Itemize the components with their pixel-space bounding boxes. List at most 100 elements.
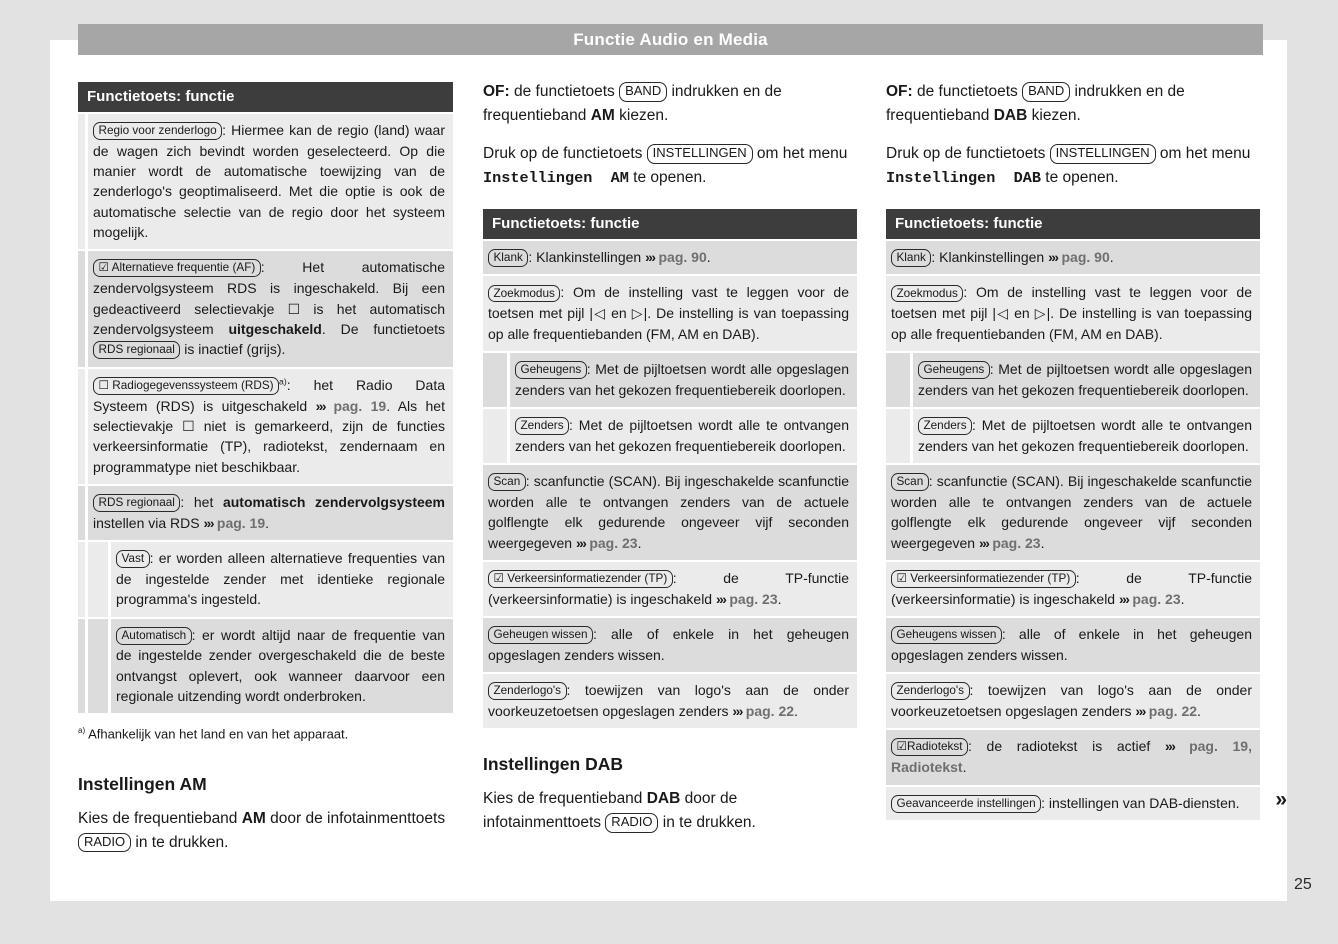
function-key-badge: Zenders — [515, 417, 570, 435]
footnote: a) Afhankelijk van het land en van het a… — [78, 725, 453, 744]
function-key-badge: Geheugens — [515, 360, 587, 379]
table-cell: Zenders: Met de pijltoetsen wordt alle t… — [510, 409, 857, 464]
table-row: Geheugen wissen: alle of enkele in het g… — [483, 618, 857, 673]
function-key-badge: RDS regionaal — [93, 494, 181, 512]
table-cell: ☐ Radiogegevenssysteem (RDS) a): het Radi… — [88, 368, 453, 484]
table-row: Scan: scanfunctie (SCAN). Bij ingeschake… — [483, 465, 857, 560]
section-heading-dab: Instellingen DAB — [483, 754, 624, 775]
table-row: ☑ Verkeersinformatiezender (TP): de TP-f… — [483, 561, 857, 617]
table-row: Geheugens wissen: alle of enkele in het … — [886, 618, 1260, 673]
table-row: Zoekmodus: Om de instelling vast te legg… — [483, 276, 857, 351]
table-cell: Zenders: Met de pijltoetsen wordt alle t… — [913, 409, 1260, 464]
function-key-badge: ☑ Alternatieve frequentie (AF) — [93, 259, 261, 278]
page-ref-arrows-icon: ››› — [203, 514, 215, 531]
table-cell: Automatisch: er wordt altijd naar de fre… — [111, 618, 453, 714]
function-key-table-dab: Klank: Klankinstellingen ››› pag. 90. Zoe… — [886, 240, 1260, 821]
page-reference: pag. 23 — [725, 590, 778, 607]
table-cell: Klank: Klankinstellingen ››› pag. 90. — [483, 240, 857, 275]
page-ref-arrows-icon: ››› — [1048, 248, 1059, 265]
function-key-badge: Geheugens — [918, 360, 990, 379]
page-ref-arrows-icon: ››› — [732, 703, 743, 720]
table-cell: ☑ Verkeersinformatiezender (TP): de TP-f… — [886, 561, 1260, 617]
page-reference: pag. 90 — [1057, 248, 1110, 265]
table-row: Geavanceerde instellingen: instellingen … — [886, 786, 1260, 821]
table-row: Zenderlogo's: toewijzen van logo's aan d… — [483, 674, 857, 729]
function-key-badge: Zenderlogo's — [891, 682, 970, 701]
table-cell: Geheugens wissen: alle of enkele in het … — [886, 618, 1260, 673]
table-cell: ☑ Alternatieve frequentie (AF): Het auto… — [88, 251, 453, 367]
page-reference: pag. 22 — [1144, 703, 1198, 720]
table-cell: Vast: er worden alleen alternatieve freq… — [111, 542, 453, 617]
indent-gutter — [88, 542, 108, 617]
table-cell: Zoekmodus: Om de instelling vast te legg… — [886, 276, 1260, 351]
table-cell: Zenderlogo's: toewijzen van logo's aan d… — [886, 674, 1260, 729]
function-key-badge: Scan — [488, 473, 526, 492]
table-row: Klank: Klankinstellingen ››› pag. 90. — [886, 240, 1260, 275]
indent-gutter — [78, 618, 85, 714]
column-middle: OF: de functietoets BAND indrukken en de… — [483, 80, 857, 835]
footnote-marker: a) — [78, 726, 86, 736]
page-reference: pag. 23 — [988, 534, 1041, 551]
page-reference: pag. 19, Radiotekst — [891, 738, 1252, 776]
table-cell: RDS regionaal: het automatisch zendervol… — [88, 486, 453, 541]
indent-gutter — [483, 352, 507, 408]
page-ref-arrows-icon: ››› — [645, 248, 656, 265]
table-header: Functietoets: functie — [886, 208, 1260, 239]
table-row: Zoekmodus: Om de instelling vast te legg… — [886, 276, 1260, 351]
table-row: ☑ Alternatieve frequentie (AF): Het auto… — [78, 251, 453, 367]
function-key-badge: Vast — [116, 550, 150, 569]
table-row: ☐ Radiogegevenssysteem (RDS) a): het Radi… — [78, 368, 453, 484]
function-key-table-left: Regio voor zenderlogo: Hiermee kan de re… — [78, 114, 453, 714]
page-ref-arrows-icon: ››› — [1118, 590, 1130, 607]
function-key-table-am: Klank: Klankinstellingen ››› pag. 90. Zoe… — [483, 240, 857, 729]
function-key-badge: Regio voor zenderlogo — [93, 122, 223, 140]
table-cell: Zenderlogo's: toewijzen van logo's aan d… — [483, 674, 857, 729]
page-ref-arrows-icon: ››› — [978, 534, 990, 551]
table-cell: Scan: scanfunctie (SCAN). Bij ingeschake… — [886, 465, 1260, 560]
function-key-badge: ☑Radiotekst — [891, 738, 968, 757]
page-number: 25 — [1294, 876, 1312, 893]
function-key-badge: Geheugens wissen — [891, 626, 1002, 645]
table-row: Automatisch: er wordt altijd naar de fre… — [78, 618, 453, 714]
function-key-badge: Scan — [891, 473, 929, 492]
table-row: ☑ Verkeersinformatiezender (TP): de TP-f… — [886, 561, 1260, 617]
table-row: RDS regionaal: het automatisch zendervol… — [78, 486, 453, 541]
section-heading-am: Instellingen AM — [78, 773, 207, 794]
page-reference: pag. 22 — [741, 703, 795, 720]
function-key-badge: Geavanceerde instellingen — [891, 794, 1042, 813]
function-key-badge: ☑ Verkeersinformatiezender (TP) — [488, 570, 673, 588]
indent-gutter — [78, 251, 85, 367]
function-key-badge: Zenderlogo's — [488, 682, 567, 701]
table-row: Vast: er worden alleen alternatieve freq… — [78, 542, 453, 617]
table-header: Functietoets: functie — [78, 82, 453, 112]
chapter-banner: Functie Audio en Media — [78, 24, 1263, 55]
table-row: ☑Radiotekst: de radiotekst is actief ›››… — [886, 730, 1260, 785]
column-left: Functietoets: functie Regio voor zenderl… — [78, 82, 453, 855]
chapter-title: Functie Audio en Media — [573, 29, 768, 49]
indent-gutter — [886, 352, 910, 408]
function-key-badge: Zenders — [918, 417, 973, 435]
table-row: Geheugens: Met de pijltoetsen wordt alle… — [483, 352, 857, 408]
function-key-badge: ☐ Radiogegevenssysteem (RDS) — [93, 377, 280, 395]
function-key-badge: ☑ Verkeersinformatiezender (TP) — [891, 570, 1076, 588]
function-key-badge: Klank — [488, 248, 529, 267]
table-cell: Zoekmodus: Om de instelling vast te legg… — [483, 276, 857, 351]
table-header: Functietoets: functie — [483, 208, 857, 239]
table-cell: Geavanceerde instellingen: instellingen … — [886, 786, 1260, 821]
intro-paragraph: Druk op de functietoets INSTELLINGEN om … — [886, 144, 1251, 188]
page-ref-arrows-icon: ››› — [715, 590, 727, 607]
function-key-badge: Automatisch — [116, 626, 192, 645]
table-cell: Geheugens: Met de pijltoetsen wordt alle… — [913, 352, 1260, 408]
indent-gutter — [78, 114, 85, 250]
function-key-badge: Klank — [891, 248, 932, 267]
table-row: Zenders: Met de pijltoetsen wordt alle t… — [886, 409, 1260, 464]
function-key-badge: INSTELLINGEN — [646, 144, 753, 164]
table-row: Regio voor zenderlogo: Hiermee kan de re… — [78, 114, 453, 250]
indent-gutter — [88, 618, 108, 714]
footnote-text: Afhankelijk van het land en van het appa… — [88, 726, 349, 742]
page-ref-arrows-icon: ››› — [575, 534, 587, 551]
intro-paragraph: Druk op de functietoets INSTELLINGEN om … — [483, 144, 848, 188]
page-reference: pag. 23 — [1128, 590, 1181, 607]
intro-paragraph: OF: de functietoets BAND indrukken en de… — [483, 81, 782, 125]
